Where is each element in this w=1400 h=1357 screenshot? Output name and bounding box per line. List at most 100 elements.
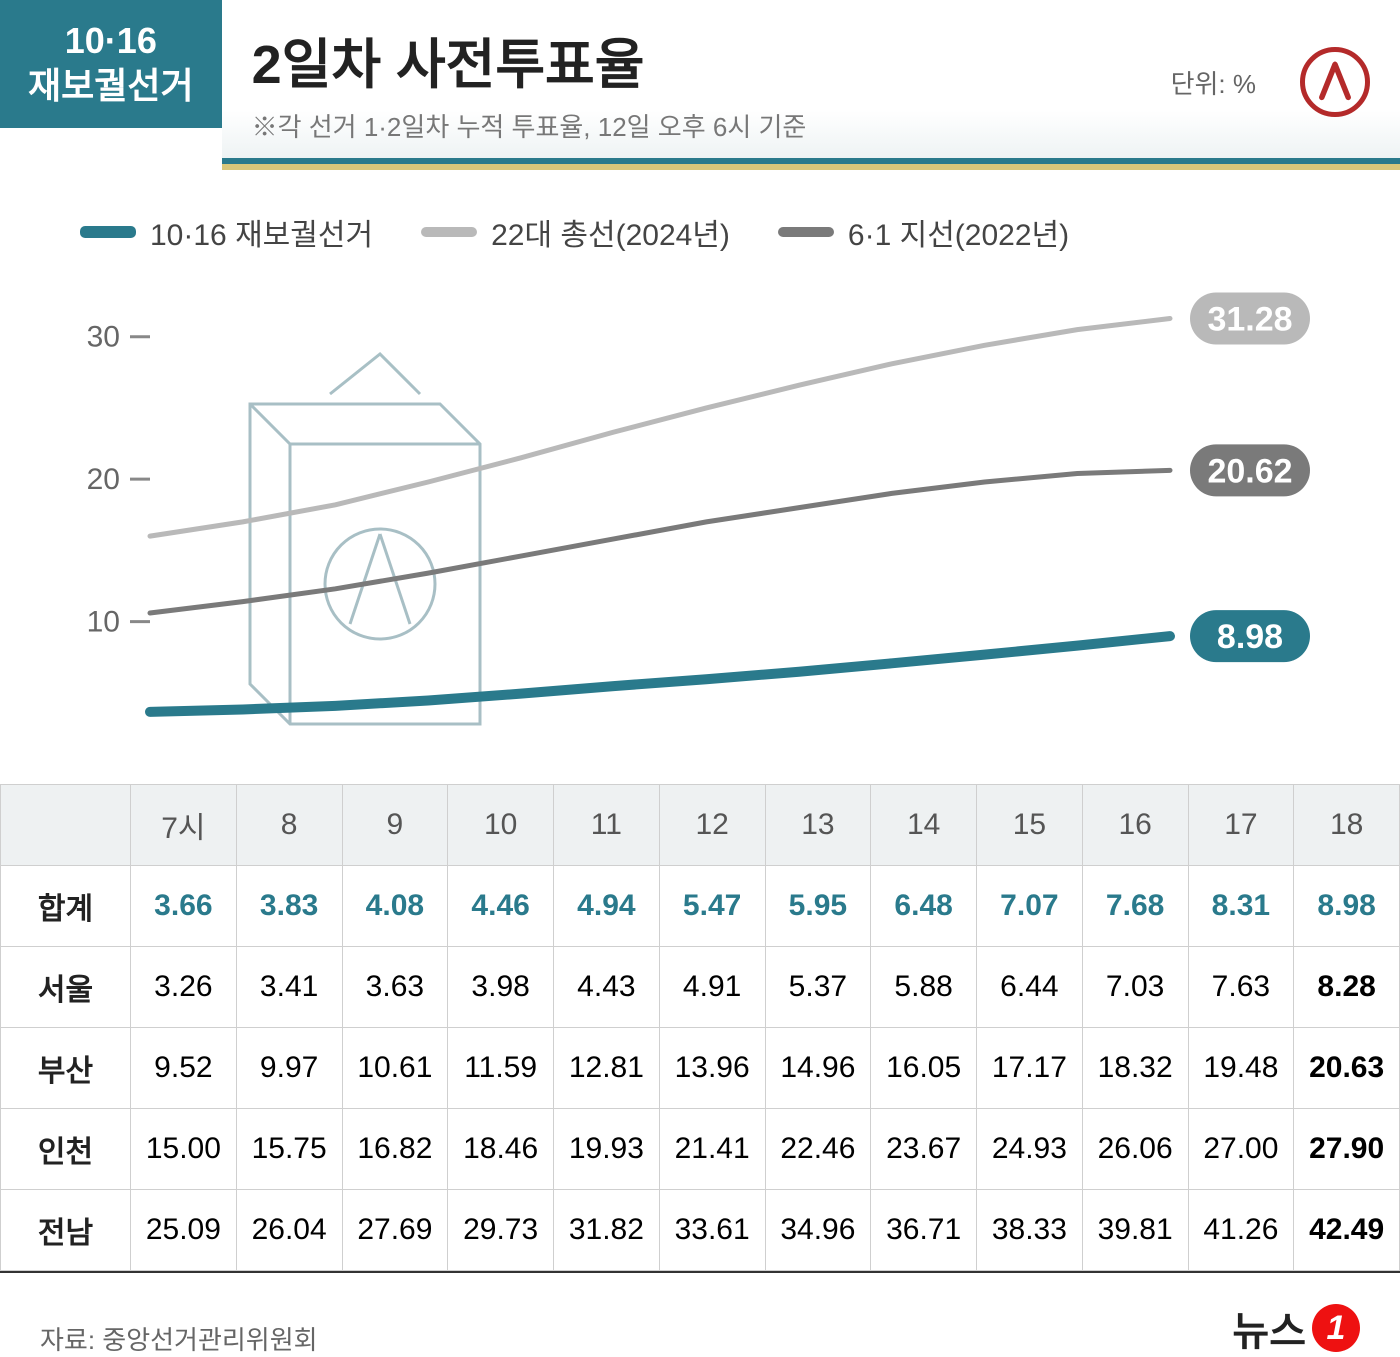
row-header: 인천 bbox=[1, 1109, 131, 1190]
cell: 3.41 bbox=[236, 947, 342, 1028]
legend-item-s3: 6·1 지선(2022년) bbox=[778, 210, 1069, 254]
cell: 16.82 bbox=[342, 1109, 448, 1190]
legend-label: 10·16 재보궐선거 bbox=[150, 210, 373, 254]
title-block: 2일차 사전투표율 ※각 선거 1·2일차 누적 투표율, 12일 오후 6시 … bbox=[222, 0, 1400, 164]
cell: 24.93 bbox=[977, 1109, 1083, 1190]
turnout-table: 7시89101112131415161718 합계3.663.834.084.4… bbox=[0, 784, 1400, 1271]
chart-legend: 10·16 재보궐선거 22대 총선(2024년) 6·1 지선(2022년) bbox=[0, 164, 1400, 264]
chart-svg: 10203031.2820.628.98 bbox=[80, 264, 1340, 784]
row-header: 부산 bbox=[1, 1028, 131, 1109]
cell: 8.31 bbox=[1188, 866, 1294, 947]
col-header: 14 bbox=[871, 785, 977, 866]
cell: 27.90 bbox=[1294, 1109, 1400, 1190]
cell: 3.26 bbox=[131, 947, 237, 1028]
cell: 25.09 bbox=[131, 1190, 237, 1271]
cell: 4.43 bbox=[554, 947, 660, 1028]
cell: 6.48 bbox=[871, 866, 977, 947]
svg-text:20: 20 bbox=[87, 463, 120, 496]
cell: 18.32 bbox=[1082, 1028, 1188, 1109]
cell: 13.96 bbox=[659, 1028, 765, 1109]
cell: 12.81 bbox=[554, 1028, 660, 1109]
footer: 자료: 중앙선거관리위원회 뉴스 1 bbox=[0, 1271, 1400, 1357]
row-header: 서울 bbox=[1, 947, 131, 1028]
svg-text:8.98: 8.98 bbox=[1217, 618, 1283, 656]
col-header: 12 bbox=[659, 785, 765, 866]
row-header: 전남 bbox=[1, 1190, 131, 1271]
cell: 4.08 bbox=[342, 866, 448, 947]
cell: 3.63 bbox=[342, 947, 448, 1028]
cell: 20.63 bbox=[1294, 1028, 1400, 1109]
col-header: 16 bbox=[1082, 785, 1188, 866]
col-header: 17 bbox=[1188, 785, 1294, 866]
legend-swatch bbox=[80, 226, 136, 238]
col-header: 8 bbox=[236, 785, 342, 866]
legend-swatch bbox=[421, 227, 477, 237]
legend-label: 6·1 지선(2022년) bbox=[848, 210, 1069, 254]
cell: 9.97 bbox=[236, 1028, 342, 1109]
page-title: 2일차 사전투표율 bbox=[252, 20, 807, 99]
cell: 5.95 bbox=[765, 866, 871, 947]
table-row: 부산9.529.9710.6111.5912.8113.9614.9616.05… bbox=[1, 1028, 1400, 1109]
cell: 7.63 bbox=[1188, 947, 1294, 1028]
legend-item-s1: 10·16 재보궐선거 bbox=[80, 210, 373, 254]
col-header: 13 bbox=[765, 785, 871, 866]
legend-swatch bbox=[778, 227, 834, 237]
cell: 10.61 bbox=[342, 1028, 448, 1109]
col-header: 18 bbox=[1294, 785, 1400, 866]
cell: 26.04 bbox=[236, 1190, 342, 1271]
legend-item-s2: 22대 총선(2024년) bbox=[421, 210, 730, 254]
badge-line1: 10·16 bbox=[28, 18, 194, 63]
election-badge: 10·16 재보궐선거 bbox=[0, 0, 222, 128]
cell: 8.98 bbox=[1294, 866, 1400, 947]
cell: 3.98 bbox=[448, 947, 554, 1028]
cell: 3.66 bbox=[131, 866, 237, 947]
cell: 5.37 bbox=[765, 947, 871, 1028]
page-subtitle: ※각 선거 1·2일차 누적 투표율, 12일 오후 6시 기준 bbox=[252, 107, 807, 144]
brand-one-icon: 1 bbox=[1312, 1304, 1360, 1352]
col-header: 11 bbox=[554, 785, 660, 866]
cell: 17.17 bbox=[977, 1028, 1083, 1109]
cell: 22.46 bbox=[765, 1109, 871, 1190]
cell: 6.44 bbox=[977, 947, 1083, 1028]
cell: 4.91 bbox=[659, 947, 765, 1028]
cell: 41.26 bbox=[1188, 1190, 1294, 1271]
brand-logo: 뉴스 1 bbox=[1232, 1299, 1360, 1357]
cell: 31.82 bbox=[554, 1190, 660, 1271]
header: 10·16 재보궐선거 2일차 사전투표율 ※각 선거 1·2일차 누적 투표율… bbox=[0, 0, 1400, 164]
brand-text: 뉴스 bbox=[1232, 1299, 1306, 1357]
svg-text:20.62: 20.62 bbox=[1207, 452, 1292, 490]
line-chart: 10203031.2820.628.98 bbox=[0, 264, 1400, 784]
cell: 36.71 bbox=[871, 1190, 977, 1271]
cell: 7.03 bbox=[1082, 947, 1188, 1028]
cell: 11.59 bbox=[448, 1028, 554, 1109]
cell: 38.33 bbox=[977, 1190, 1083, 1271]
cell: 4.46 bbox=[448, 866, 554, 947]
cell: 34.96 bbox=[765, 1190, 871, 1271]
cell: 33.61 bbox=[659, 1190, 765, 1271]
legend-label: 22대 총선(2024년) bbox=[491, 210, 730, 254]
col-header: 10 bbox=[448, 785, 554, 866]
unit-label: 단위: % bbox=[1171, 64, 1256, 101]
col-header: 15 bbox=[977, 785, 1083, 866]
cell: 26.06 bbox=[1082, 1109, 1188, 1190]
svg-text:10: 10 bbox=[87, 606, 120, 639]
col-header: 9 bbox=[342, 785, 448, 866]
cell: 27.00 bbox=[1188, 1109, 1294, 1190]
source-label: 자료: 중앙선거관리위원회 bbox=[40, 1320, 318, 1357]
row-header: 합계 bbox=[1, 866, 131, 947]
col-header: 7시 bbox=[131, 785, 237, 866]
table-row: 인천15.0015.7516.8218.4619.9321.4122.4623.… bbox=[1, 1109, 1400, 1190]
cell: 42.49 bbox=[1294, 1190, 1400, 1271]
cell: 7.68 bbox=[1082, 866, 1188, 947]
cell: 19.48 bbox=[1188, 1028, 1294, 1109]
cell: 21.41 bbox=[659, 1109, 765, 1190]
badge-line2: 재보궐선거 bbox=[28, 63, 194, 108]
svg-text:31.28: 31.28 bbox=[1207, 300, 1292, 338]
cell: 3.83 bbox=[236, 866, 342, 947]
cell: 5.88 bbox=[871, 947, 977, 1028]
cell: 15.75 bbox=[236, 1109, 342, 1190]
cell: 5.47 bbox=[659, 866, 765, 947]
cell: 29.73 bbox=[448, 1190, 554, 1271]
table-row: 서울3.263.413.633.984.434.915.375.886.447.… bbox=[1, 947, 1400, 1028]
cell: 39.81 bbox=[1082, 1190, 1188, 1271]
